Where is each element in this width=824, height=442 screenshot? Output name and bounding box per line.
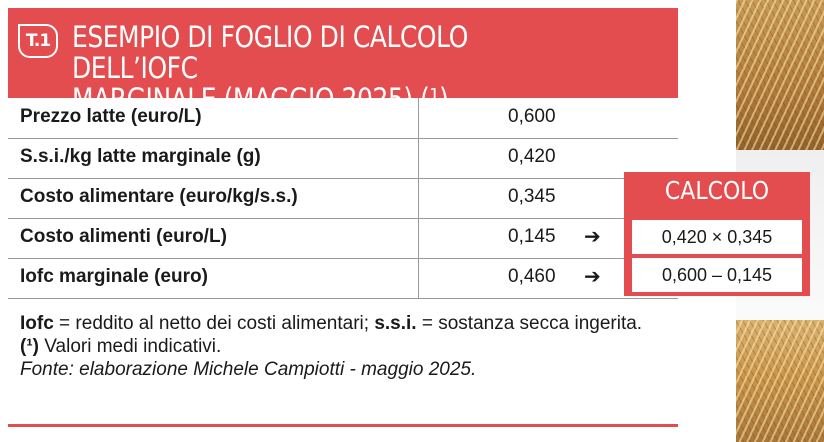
table-tag: T.1: [18, 24, 58, 58]
source-note: Fonte: elaborazione Michele Campiotti - …: [20, 359, 477, 380]
table-title: ESEMPIO DI FOGLIO DI CALCOLO DELL’IOFC M…: [72, 22, 588, 115]
arrow-right-icon: ➔: [584, 264, 601, 288]
row-value: 0,345: [508, 186, 556, 207]
title-line-2: MARGINALE (MAGGIO 2025) (¹): [72, 82, 449, 116]
table-row: Iofc marginale (euro) 0,460 ➔: [8, 258, 678, 299]
row-label: Costo alimentare (euro/kg/s.s.): [20, 186, 298, 207]
column-divider: [418, 218, 419, 258]
ssi-term: s.s.i.: [374, 313, 417, 334]
table-row: S.s.i./kg latte marginale (g) 0,420: [8, 138, 678, 179]
calculation-cell: 0,600 – 0,145: [632, 258, 802, 292]
row-label: Costo alimenti (euro/L): [20, 226, 227, 247]
table-notes: Iofc = reddito al netto dei costi alimen…: [20, 312, 680, 381]
table-row: Costo alimentare (euro/kg/s.s.) 0,345: [8, 178, 678, 219]
table-row: Costo alimenti (euro/L) 0,145 ➔: [8, 218, 678, 259]
column-divider: [418, 98, 419, 138]
row-value: 0,145: [508, 226, 556, 247]
ssi-definition: = sostanza secca ingerita.: [416, 313, 643, 334]
iofc-definition: = reddito al netto dei costi alimentari;: [53, 313, 375, 334]
table-row: Prezzo latte (euro/L) 0,600: [8, 98, 678, 139]
row-label: Prezzo latte (euro/L): [20, 106, 202, 127]
footnote-mark: (¹): [20, 336, 39, 357]
row-value: 0,600: [508, 106, 556, 127]
calculation-box: CALCOLO 0,420 × 0,345 0,600 – 0,145: [624, 172, 810, 296]
column-divider: [418, 178, 419, 218]
calculation-title: CALCOLO: [664, 176, 770, 205]
footnote: (¹) Valori medi indicativi.: [20, 335, 680, 358]
calculation-cell: 0,420 × 0,345: [632, 220, 802, 254]
column-divider: [418, 138, 419, 178]
iofc-term: Iofc: [20, 313, 54, 334]
title-line-1: ESEMPIO DI FOGLIO DI CALCOLO DELL’IOFC: [72, 20, 468, 85]
footnote-text: Valori medi indicativi.: [38, 336, 222, 357]
definitions-note: Iofc = reddito al netto dei costi alimen…: [20, 312, 680, 335]
row-value: 0,420: [508, 146, 556, 167]
table-header: T.1 ESEMPIO DI FOGLIO DI CALCOLO DELL’IO…: [8, 8, 678, 115]
row-label: Iofc marginale (euro): [20, 266, 208, 287]
row-label: S.s.i./kg latte marginale (g): [20, 146, 261, 167]
row-value: 0,460: [508, 266, 556, 287]
bottom-rule: [8, 424, 678, 427]
column-divider: [418, 258, 419, 298]
arrow-right-icon: ➔: [584, 224, 601, 248]
